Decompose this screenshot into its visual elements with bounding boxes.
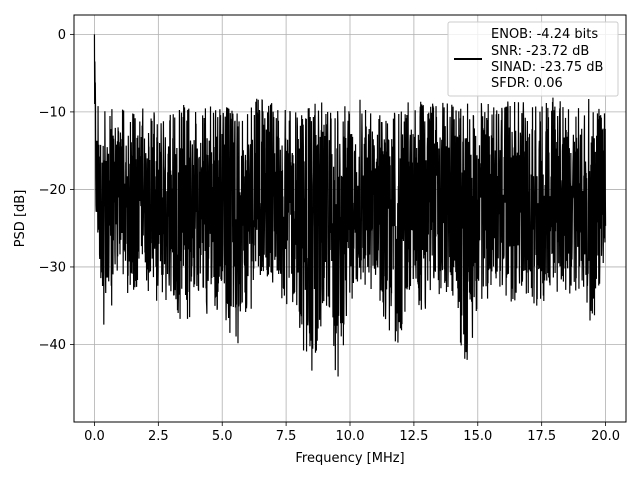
y-axis-ticks: 0 −10 −20 −30 −40 [39,28,74,353]
x-tick-label: 20.0 [591,429,620,444]
psd-series-line [93,34,607,377]
x-tick-label: 0.0 [84,429,105,444]
x-axis-ticks: 0.0 2.5 5.0 7.5 10.0 12.5 15.0 17.5 20.0 [84,422,620,444]
legend-entry-sinad: SINAD: -23.75 dB [491,60,603,75]
y-tick-label: −10 [39,105,66,120]
x-tick-label: 2.5 [148,429,169,444]
y-tick-label: 0 [58,28,66,43]
x-tick-label: 17.5 [527,429,556,444]
x-tick-label: 10.0 [336,429,365,444]
x-tick-label: 5.0 [212,429,233,444]
y-tick-label: −40 [39,338,66,353]
legend-entry-sfdr: SFDR: 0.06 [491,76,563,91]
x-tick-label: 12.5 [399,429,428,444]
x-axis-label: Frequency [MHz] [295,451,404,466]
x-tick-label: 7.5 [276,429,297,444]
legend-entry-snr: SNR: -23.72 dB [491,44,589,59]
y-tick-label: −20 [39,183,66,198]
legend: ENOB: -4.24 bits SNR: -23.72 dB SINAD: -… [447,21,619,97]
legend-box [447,21,619,97]
y-tick-label: −30 [39,260,66,275]
y-axis-label: PSD [dB] [13,190,28,248]
x-tick-label: 15.0 [463,429,492,444]
legend-entry-enob: ENOB: -4.24 bits [491,27,598,42]
psd-line-path [93,34,607,377]
